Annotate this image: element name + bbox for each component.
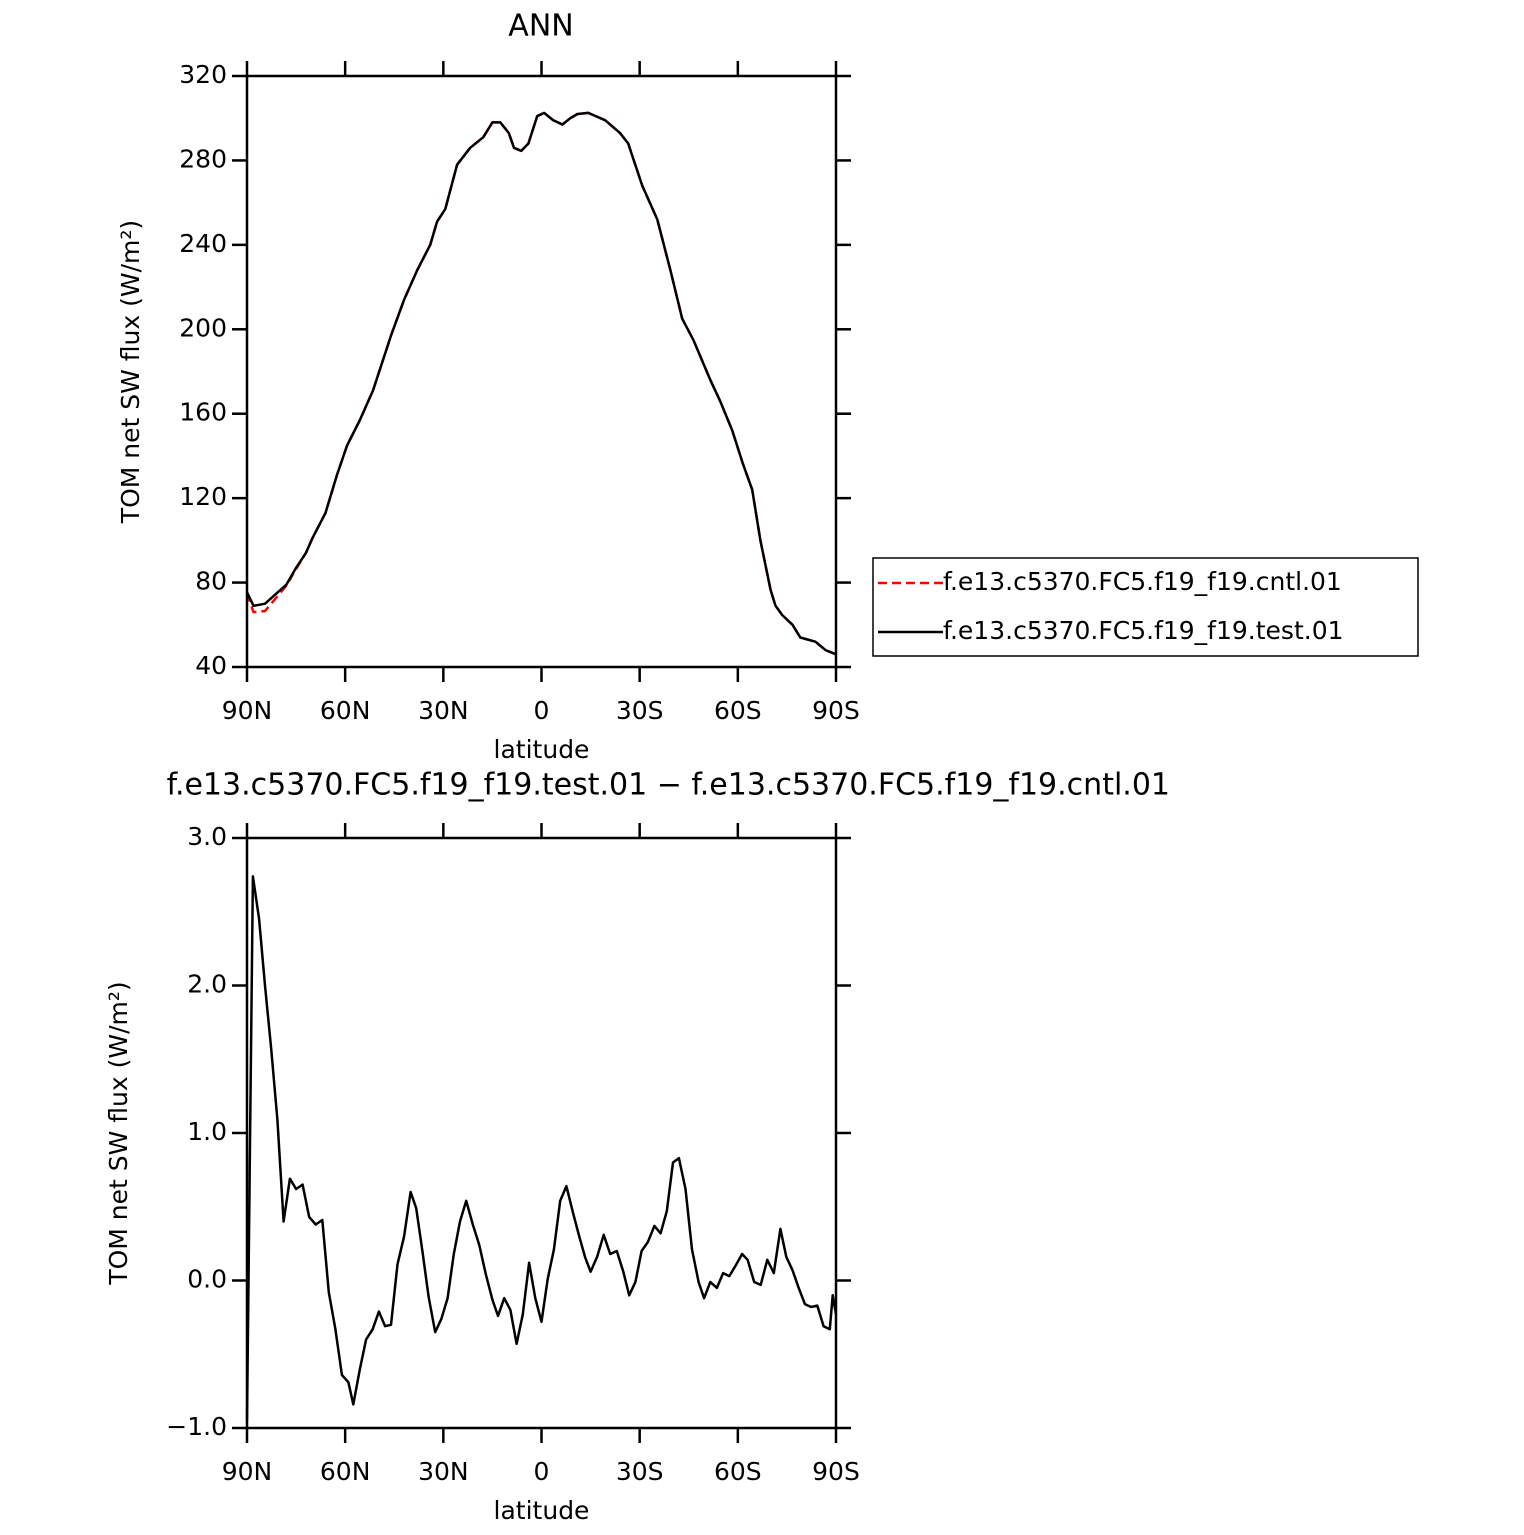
y-tick-label: 3.0	[187, 822, 227, 851]
chart-title: ANN	[508, 9, 573, 44]
y-tick-label: 240	[179, 229, 227, 258]
y-tick-label: 0.0	[187, 1265, 227, 1294]
plot-frame	[245, 74, 838, 669]
y-tick-label: 1.0	[187, 1117, 227, 1146]
x-tick-label: 60S	[714, 696, 762, 725]
plot-frame	[245, 836, 838, 1430]
x-tick-label: 90N	[222, 696, 273, 725]
chart-title: f.e13.c5370.FC5.f19_f19.test.01 − f.e13.…	[167, 768, 1170, 803]
data-line	[245, 111, 837, 656]
y-tick-label: 120	[179, 482, 227, 511]
y-tick-label: 80	[195, 567, 227, 596]
x-tick-label: 90N	[222, 1457, 273, 1486]
y-tick-label: 320	[179, 60, 227, 89]
x-tick-label: 60N	[320, 696, 371, 725]
x-axis-label: latitude	[494, 1496, 590, 1525]
x-tick-label: 60S	[714, 1457, 762, 1486]
x-tick-label: 30N	[418, 1457, 469, 1486]
x-tick-label: 0	[534, 696, 550, 725]
x-tick-label: 0	[534, 1457, 550, 1486]
y-tick-label: 160	[179, 398, 227, 427]
x-axis-label: latitude	[494, 735, 590, 764]
y-axis-label: TOM net SW flux (W/m²)	[104, 981, 133, 1285]
y-tick-label: 280	[179, 144, 227, 173]
x-tick-label: 60N	[320, 1457, 371, 1486]
x-tick-label: 30S	[616, 1457, 664, 1486]
data-line	[245, 875, 838, 1421]
legend-label: f.e13.c5370.FC5.f19_f19.cntl.01	[943, 567, 1342, 596]
data-line	[245, 111, 837, 656]
y-tick-label: 40	[195, 651, 227, 680]
x-tick-label: 90S	[812, 696, 860, 725]
y-axis-label: TOM net SW flux (W/m²)	[116, 220, 145, 524]
y-tick-label: 2.0	[187, 970, 227, 999]
x-tick-label: 30S	[616, 696, 664, 725]
x-tick-label: 30N	[418, 696, 469, 725]
y-tick-label: −1.0	[166, 1412, 227, 1441]
legend-label: f.e13.c5370.FC5.f19_f19.test.01	[943, 616, 1344, 645]
y-tick-label: 200	[179, 313, 227, 342]
legend-box	[872, 557, 1419, 657]
x-tick-label: 90S	[812, 1457, 860, 1486]
